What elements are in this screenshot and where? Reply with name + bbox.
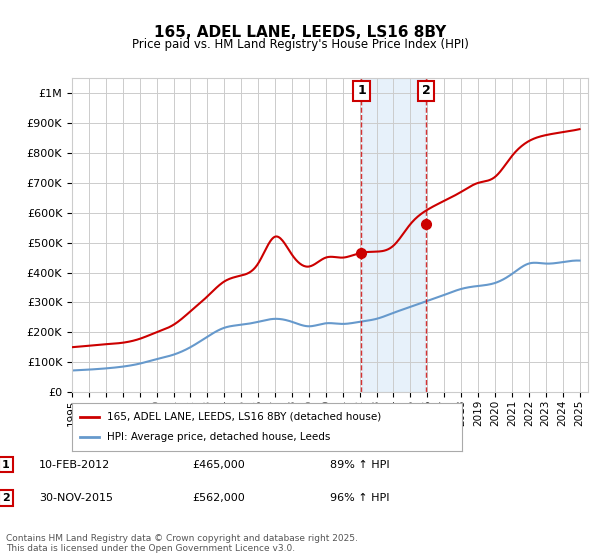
Text: 89% ↑ HPI: 89% ↑ HPI bbox=[330, 460, 389, 470]
Text: 2: 2 bbox=[422, 85, 430, 97]
Text: 1: 1 bbox=[357, 85, 366, 97]
Text: 10-FEB-2012: 10-FEB-2012 bbox=[39, 460, 110, 470]
Text: 165, ADEL LANE, LEEDS, LS16 8BY: 165, ADEL LANE, LEEDS, LS16 8BY bbox=[154, 25, 446, 40]
Text: 30-NOV-2015: 30-NOV-2015 bbox=[39, 493, 113, 503]
Text: 96% ↑ HPI: 96% ↑ HPI bbox=[330, 493, 389, 503]
Text: Contains HM Land Registry data © Crown copyright and database right 2025.
This d: Contains HM Land Registry data © Crown c… bbox=[6, 534, 358, 553]
Text: £465,000: £465,000 bbox=[192, 460, 245, 470]
Text: 2: 2 bbox=[2, 493, 10, 503]
Text: 1: 1 bbox=[2, 460, 10, 470]
Text: £562,000: £562,000 bbox=[192, 493, 245, 503]
Text: HPI: Average price, detached house, Leeds: HPI: Average price, detached house, Leed… bbox=[107, 432, 331, 442]
Text: 165, ADEL LANE, LEEDS, LS16 8BY (detached house): 165, ADEL LANE, LEEDS, LS16 8BY (detache… bbox=[107, 412, 382, 422]
Text: Price paid vs. HM Land Registry's House Price Index (HPI): Price paid vs. HM Land Registry's House … bbox=[131, 38, 469, 51]
